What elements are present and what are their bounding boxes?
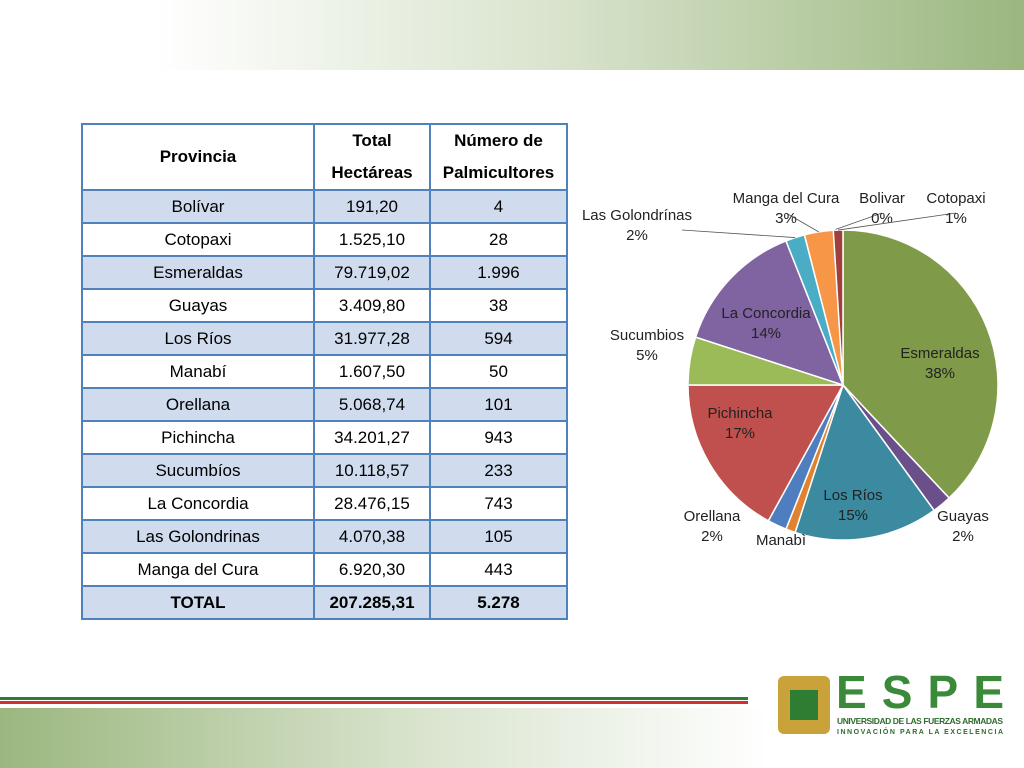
table-row: Bolívar 191,20 4 [81,189,568,224]
red-line [0,701,748,704]
table-cell: 6.920,30 [313,552,431,587]
table-cell: Cotopaxi [81,222,315,257]
bottom-banner [0,708,1024,768]
table-cell: Pichincha [81,420,315,455]
table-cell: 443 [429,552,568,587]
slice-label: Las Golondrínas [582,207,692,224]
slice-value: 2% [701,528,723,545]
header-cell: Provincia [81,123,315,191]
logo-shield [790,690,818,720]
table-row: Las Golondrinas 4.070,38 105 [81,519,568,554]
table-cell: La Concordia [81,486,315,521]
pie-slice [794,383,936,541]
table-row: Cotopaxi 1.525,10 28 [81,222,568,257]
slice-label: Cotopaxi [926,190,985,207]
table-cell: 4.070,38 [313,519,431,554]
table-cell: 34.201,27 [313,420,431,455]
table-cell: 31.977,28 [313,321,431,356]
table-cell: 38 [429,288,568,323]
table-cell: 5.278 [429,585,568,620]
table-cell: 1.525,10 [313,222,431,257]
slice-label: Manabì [756,532,806,549]
slice-label: Esmeraldas [900,345,979,362]
table-cell: Bolívar [81,189,315,224]
slice-value: 5% [636,347,658,364]
logo-name: ESPE [836,666,1004,718]
slice-value: 15% [838,507,868,524]
slice-value: 17% [725,425,755,442]
table-cell: 79.719,02 [313,255,431,290]
pie-slice [832,229,844,386]
table-row: Manga del Cura 6.920,30 443 [81,552,568,587]
slice-label: Orellana [684,508,741,525]
table-cell: Esmeraldas [81,255,315,290]
table-cell: 3.409,80 [313,288,431,323]
table-cell: Orellana [81,387,315,422]
header-cell: Número de Palmicultores [429,123,568,191]
table-cell: Manabí [81,354,315,389]
logo-line2: INNOVACIÓN PARA LA EXCELENCIA [837,727,1003,736]
table-cell: 101 [429,387,568,422]
table-cell: 28 [429,222,568,257]
slice-value: 38% [925,365,955,382]
table-cell: 207.285,31 [313,585,431,620]
table-cell: 10.118,57 [313,453,431,488]
table-row: Pichincha 34.201,27 943 [81,420,568,455]
table-cell: 5.068,74 [313,387,431,422]
slice-label: La Concordia [721,305,811,322]
pie-slice [687,384,845,522]
table-cell: TOTAL [81,585,315,620]
table-cell: 743 [429,486,568,521]
table-cell: Los Ríos [81,321,315,356]
slice-value: 2% [626,227,648,244]
leader-line [833,212,883,231]
logo: ESPE UNIVERSIDAD DE LAS FUERZAS ARMADAS … [778,666,1004,736]
slice-label: Pichincha [707,405,773,422]
table-cell: Manga del Cura [81,552,315,587]
table-cell: 233 [429,453,568,488]
table-cell: Sucumbíos [81,453,315,488]
table-row: Esmeraldas 79.719,02 1.996 [81,255,568,290]
slice-value: 2% [952,528,974,545]
table-cell: 943 [429,420,568,455]
data-table: Provincia Total Hectáreas Número de Palm… [81,123,568,620]
slice-value: 14% [751,325,781,342]
header-cell: Total Hectáreas [313,123,431,191]
slice-label: Bolivar [859,190,905,207]
table-cell: 1.607,50 [313,354,431,389]
slice-value: 1% [945,210,967,227]
table-row: Sucumbíos 10.118,57 233 [81,453,568,488]
leader-line [838,212,957,231]
table-cell: 4 [429,189,568,224]
slice-label: Los Ríos [823,487,882,504]
table-cell: 1.996 [429,255,568,290]
table-row: Orellana 5.068,74 101 [81,387,568,422]
table-row: Manabí 1.607,50 50 [81,354,568,389]
table-row: TOTAL 207.285,31 5.278 [81,585,568,620]
pie-slice [694,239,845,387]
table-row: La Concordia 28.476,15 743 [81,486,568,521]
table-cell: 105 [429,519,568,554]
green-line [0,697,748,700]
slice-label: Sucumbios [610,327,684,344]
table-cell: 28.476,15 [313,486,431,521]
slice-label: Manga del Cura [733,190,840,207]
table-cell: 191,20 [313,189,431,224]
leader-line [785,212,819,233]
table-row: Guayas 3.409,80 38 [81,288,568,323]
pie-slice [842,229,999,500]
logo-line1: UNIVERSIDAD DE LAS FUERZAS ARMADAS [837,716,1003,726]
table-cell: 594 [429,321,568,356]
slice-value: 3% [775,210,797,227]
slice-label: Guayas [937,508,989,525]
table-row: Los Ríos 31.977,28 594 [81,321,568,356]
table-cell: 50 [429,354,568,389]
table-cell: Guayas [81,288,315,323]
table-cell: Las Golondrinas [81,519,315,554]
leader-line [681,229,796,238]
top-banner [0,0,1024,70]
